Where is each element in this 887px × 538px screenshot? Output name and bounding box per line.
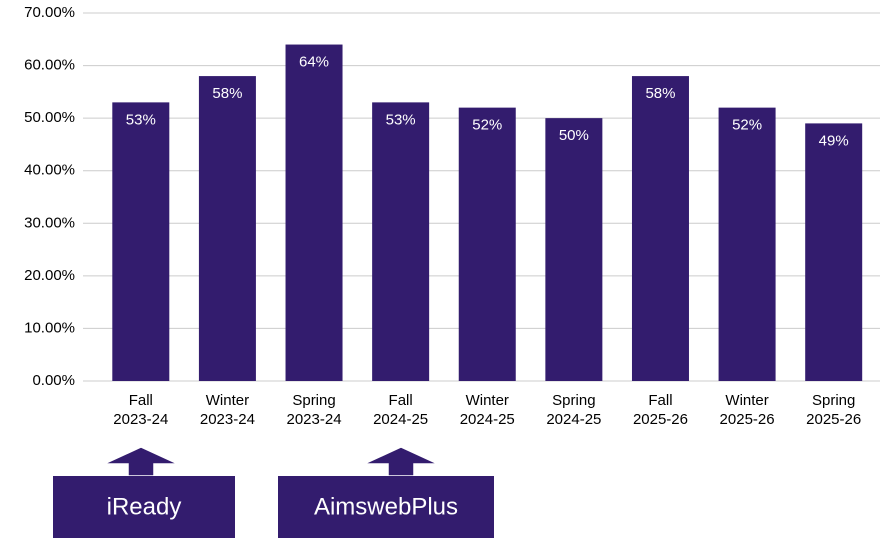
x-tick-label: Fall [648,392,672,409]
y-tick-label: 40.00% [24,162,75,179]
x-tick-label: 2025-26 [806,411,861,428]
x-tick-label: 2025-26 [720,411,775,428]
x-tick-label: Spring [552,392,595,409]
y-tick-label: 70.00% [24,4,75,21]
y-tick-label: 10.00% [24,319,75,336]
x-tick-label: Winter [725,392,768,409]
x-tick-label: 2024-25 [373,411,428,428]
x-tick-label: 2025-26 [633,411,688,428]
x-tick-label: Fall [389,392,413,409]
bar [805,123,863,382]
data-label: 64% [299,54,329,71]
x-tick-label: 2024-25 [460,411,515,428]
callout-label: AimswebPlus [314,493,458,520]
bar [112,102,170,381]
x-tick-label: 2023-24 [286,411,341,428]
x-tick-label: Fall [129,392,153,409]
y-tick-label: 0.00% [32,372,75,389]
x-tick-label: 2023-24 [113,411,168,428]
data-label: 52% [472,117,502,134]
x-tick-label: Spring [292,392,335,409]
y-tick-label: 30.00% [24,214,75,231]
x-tick-label: Winter [466,392,509,409]
callout-iready: iReady [53,446,235,538]
bar [198,76,256,381]
data-label: 58% [212,85,242,102]
x-tick-label: Winter [206,392,249,409]
data-label: 53% [386,111,416,128]
data-label: 53% [126,111,156,128]
plot: 0.00% 10.00% 20.00% 30.00% 40.00% 50.00% 60.00… [24,4,880,428]
data-label: 52% [732,117,762,134]
y-tick-label: 60.00% [24,57,75,74]
x-tick-label: 2024-25 [546,411,601,428]
x-tick-label: Spring [812,392,855,409]
bar [372,102,430,381]
callout-box [53,476,235,538]
bar [718,107,776,381]
data-label: 58% [645,85,675,102]
bar [631,76,689,381]
bar [458,107,516,381]
data-label: 49% [819,132,849,149]
callout-arrow [363,446,439,477]
callout-box [278,476,494,538]
data-label: 50% [559,127,589,144]
bar [285,44,343,382]
callout-arrow [103,446,179,477]
callout-aimswebplus: AimswebPlus [278,446,494,538]
y-tick-label: 50.00% [24,109,75,126]
x-tick-label: 2023-24 [200,411,255,428]
y-tick-label: 20.00% [24,267,75,284]
callout-label: iReady [107,493,182,520]
bar [545,118,603,382]
